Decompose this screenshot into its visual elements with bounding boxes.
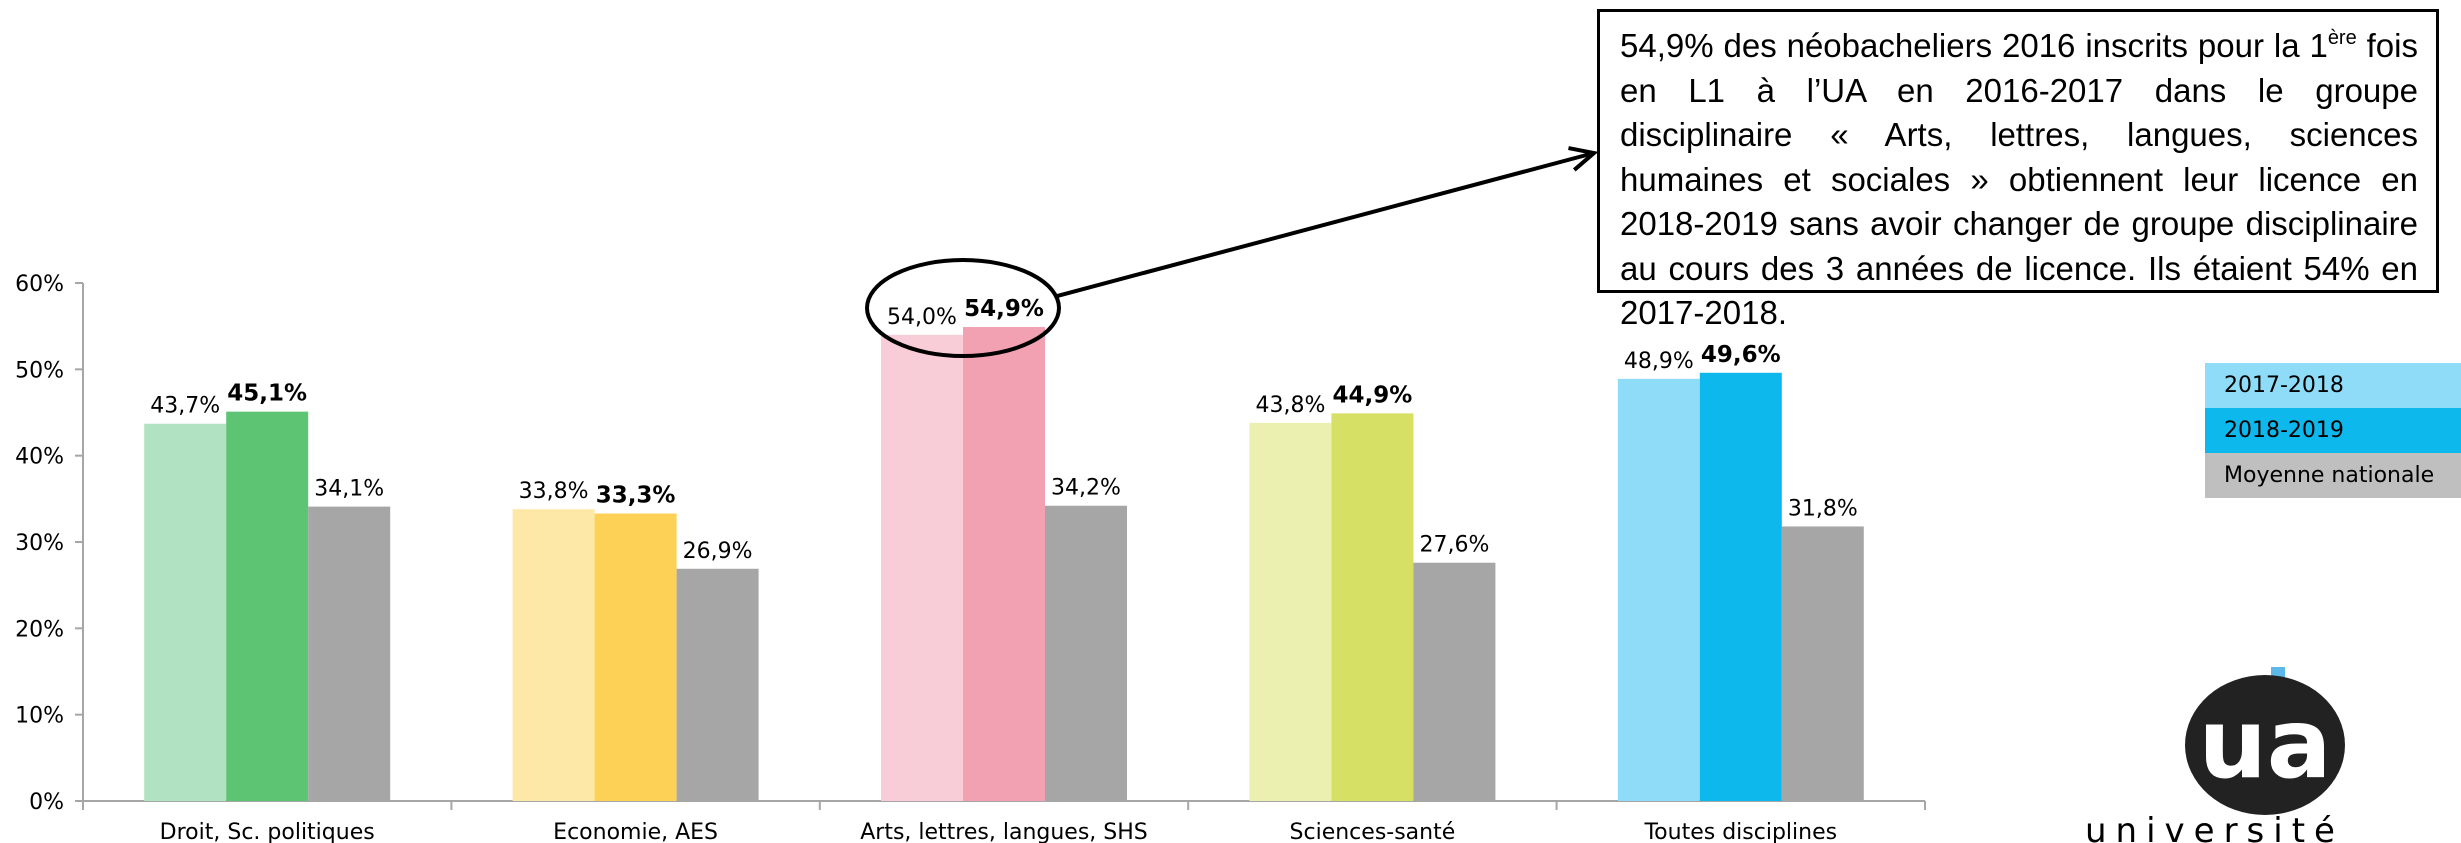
- legend-label: Moyenne nationale: [2224, 463, 2435, 488]
- bar: [1045, 505, 1127, 801]
- universite-logo: ua université: [2085, 667, 2345, 843]
- bar: [1781, 526, 1864, 801]
- data-label: 33,8%: [519, 479, 589, 504]
- data-label: 43,7%: [150, 394, 220, 419]
- data-label: 49,6%: [1701, 342, 1781, 368]
- bar: [676, 568, 759, 801]
- data-label: 34,1%: [314, 477, 384, 502]
- bar: [881, 334, 963, 801]
- annotation-arrow: [1056, 151, 1595, 298]
- bar: [512, 509, 595, 801]
- annotation-box: 54,9% des néobacheliers 2016 inscrits po…: [1597, 9, 2439, 331]
- bar: [594, 513, 677, 801]
- data-label: 48,9%: [1624, 349, 1694, 374]
- y-tick-label: 50%: [15, 358, 64, 383]
- legend-label: 2017-2018: [2224, 373, 2344, 398]
- data-label: 44,9%: [1333, 382, 1413, 408]
- bar: [308, 506, 391, 801]
- legend-item-2018-2019: 2018-2019: [2205, 408, 2461, 453]
- logo-letters: ua: [2198, 688, 2331, 800]
- data-label: 43,8%: [1255, 393, 1325, 418]
- y-tick-label: 0%: [29, 790, 64, 815]
- y-tick-label: 30%: [15, 531, 64, 556]
- data-label: 54,9%: [964, 296, 1044, 322]
- bar: [1699, 372, 1782, 801]
- data-label: 54,0%: [887, 305, 957, 330]
- annotation-superscript: ère: [2327, 27, 2357, 49]
- y-tick-label: 10%: [15, 704, 64, 729]
- category-label: Sciences-santé: [1290, 820, 1456, 843]
- bar: [1413, 562, 1496, 801]
- y-tick-label: 60%: [15, 272, 64, 297]
- bar: [1331, 413, 1414, 801]
- bar: [1617, 378, 1700, 801]
- legend-item-2017-2018: 2017-2018: [2205, 363, 2461, 408]
- data-label: 31,8%: [1788, 496, 1858, 521]
- data-label: 27,6%: [1419, 533, 1489, 558]
- category-label: Droit, Sc. politiques: [160, 820, 375, 843]
- y-tick-label: 40%: [15, 445, 64, 470]
- legend-item-moyenne-nationale: Moyenne nationale: [2205, 453, 2461, 498]
- legend: 2017-2018 2018-2019 Moyenne nationale: [2205, 363, 2461, 498]
- y-tick-label: 20%: [15, 617, 64, 642]
- logo-circle: [2185, 675, 2345, 815]
- legend-label: 2018-2019: [2224, 418, 2344, 443]
- data-label: 34,2%: [1051, 476, 1121, 501]
- bar: [226, 411, 309, 801]
- bar: [1249, 422, 1332, 801]
- annotation-text-part1: 54,9% des néobacheliers 2016 inscrits po…: [1620, 27, 2328, 64]
- annotation-text-part2: fois en L1 à l’UA en 2016-2017 dans le g…: [1620, 27, 2418, 331]
- data-label: 33,3%: [596, 483, 676, 509]
- bar: [144, 423, 227, 801]
- category-label: Toutes disciplines: [1643, 820, 1837, 843]
- data-label: 45,1%: [227, 381, 307, 407]
- category-label: Economie, AES: [553, 820, 718, 843]
- highlight-ellipse: [865, 258, 1061, 359]
- annotation-arrowhead: [1568, 146, 1599, 172]
- data-label: 26,9%: [683, 539, 753, 564]
- logo-wordmark: université: [2085, 811, 2344, 843]
- category-label: Arts, lettres, langues, SHS: [860, 820, 1148, 843]
- bar: [963, 327, 1045, 801]
